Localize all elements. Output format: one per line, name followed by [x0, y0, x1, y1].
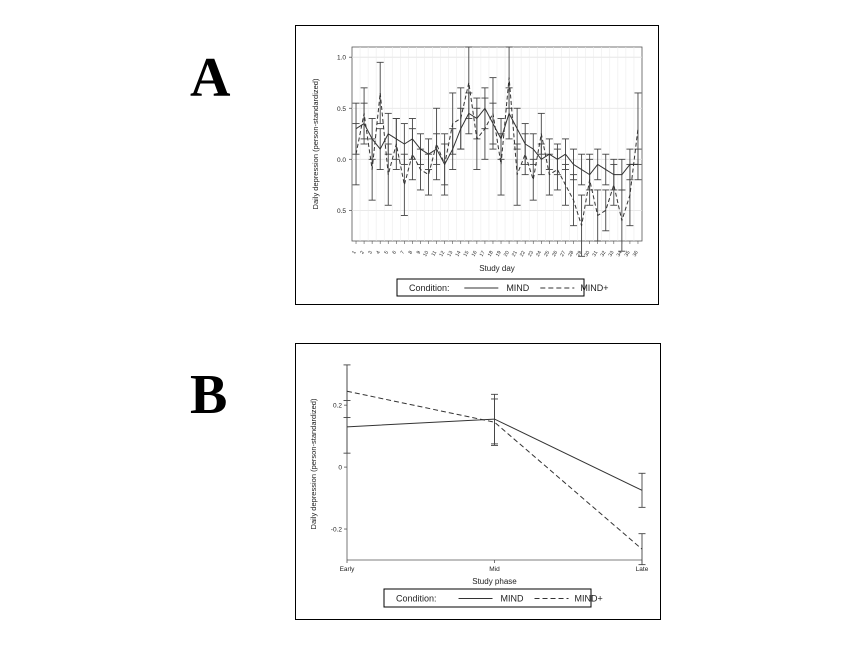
- x-tick-label: 34: [616, 250, 624, 258]
- x-axis-label: Study day: [479, 264, 515, 273]
- panel-label-b: B: [190, 364, 228, 426]
- x-tick-label: 17: [479, 250, 487, 258]
- x-tick-label: 32: [600, 250, 608, 258]
- chart-daily-depression-by-day: 1.00.50.00.51 2 3 4 5 6 7 8 9 10 11 12 13 14 15 16 17 18 1…: [311, 46, 643, 297]
- x-tick-label: 22: [519, 250, 527, 258]
- x-tick-label: 18: [487, 250, 495, 258]
- x-tick-label: 9: [416, 250, 423, 256]
- series-line-mind: [346, 418, 643, 491]
- x-tick-label: 16: [471, 250, 479, 258]
- x-tick-label: Mid: [489, 566, 500, 573]
- y-axis-label: Daily depression (person-standardized): [311, 78, 320, 209]
- figure-panel-b: 0.2 0 -0.2 Early Mid Late Study phase Daily dep…: [295, 343, 661, 620]
- x-tick-label: 13: [446, 250, 454, 258]
- x-tick-label: 25: [543, 250, 551, 258]
- x-tick-label: 8: [408, 250, 415, 256]
- legend-title: Condition:: [409, 283, 450, 293]
- x-tick-label: 29: [575, 250, 583, 258]
- y-tick-label: 0.0: [337, 157, 346, 164]
- y-tick-label: 0: [338, 465, 342, 472]
- x-tick-label: 28: [567, 250, 575, 258]
- x-axis-label: Study phase: [472, 577, 517, 586]
- x-tick-label: 14: [455, 250, 463, 258]
- panel-label-a: A: [190, 47, 231, 109]
- chart-daily-depression-by-phase: 0.2 0 -0.2 Early Mid Late Study phase Daily dep…: [309, 364, 649, 608]
- x-tick-label: 33: [608, 250, 616, 258]
- series-line-mind-plus: [355, 77, 639, 227]
- x-tick-label: 6: [391, 250, 398, 256]
- x-tick-label: 1: [351, 250, 358, 256]
- x-tick-label: 20: [503, 250, 511, 258]
- x-tick-label: 19: [495, 250, 503, 258]
- x-tick-label: 31: [591, 250, 599, 258]
- y-axis-label: Daily depression (person-standardized): [309, 398, 318, 529]
- x-tick-label: Late: [636, 566, 649, 573]
- x-tick-label: 24: [535, 250, 543, 258]
- x-tick-label: 36: [632, 250, 640, 258]
- x-tick-label: 7: [400, 250, 407, 256]
- x-tick-label: 4: [375, 250, 382, 256]
- y-tick-label: 0.2: [333, 403, 342, 410]
- x-tick-label: 26: [551, 250, 559, 258]
- x-tick-label: 15: [463, 250, 471, 258]
- x-tick-label: 35: [624, 250, 632, 258]
- x-tick-label: 5: [383, 250, 390, 256]
- x-tick-label: 2: [359, 250, 366, 256]
- y-tick-label: 0.5: [337, 208, 346, 215]
- series-line-mind: [355, 107, 638, 176]
- series-line-mind-plus: [346, 390, 643, 550]
- x-tick-label: 23: [527, 250, 535, 258]
- legend-label: MIND: [501, 594, 524, 604]
- figure-panel-a: 1.0 0.5 0.0 0.5 1 2 3 4 5 6 7 8 9 10 11 12 13 14 15 16 17 18 1…: [295, 25, 659, 305]
- legend-title: Condition:: [396, 594, 437, 604]
- x-tick-label: 27: [559, 250, 567, 258]
- legend-label: MIND+: [580, 283, 608, 293]
- y-tick-label: -0.2: [331, 527, 343, 534]
- x-tick-label: 12: [438, 250, 446, 258]
- x-tick-label: 3: [367, 250, 374, 256]
- legend-label: MIND+: [575, 594, 603, 604]
- x-tick-label: 30: [583, 250, 591, 258]
- legend-label: MIND: [506, 283, 529, 293]
- x-tick-label: 21: [511, 250, 519, 258]
- x-tick-label: Early: [340, 566, 356, 573]
- x-tick-label: 10: [422, 250, 430, 258]
- y-tick-label: 1.0: [337, 55, 346, 62]
- x-tick-label: 11: [431, 250, 439, 258]
- y-tick-label: 0.5: [337, 106, 346, 113]
